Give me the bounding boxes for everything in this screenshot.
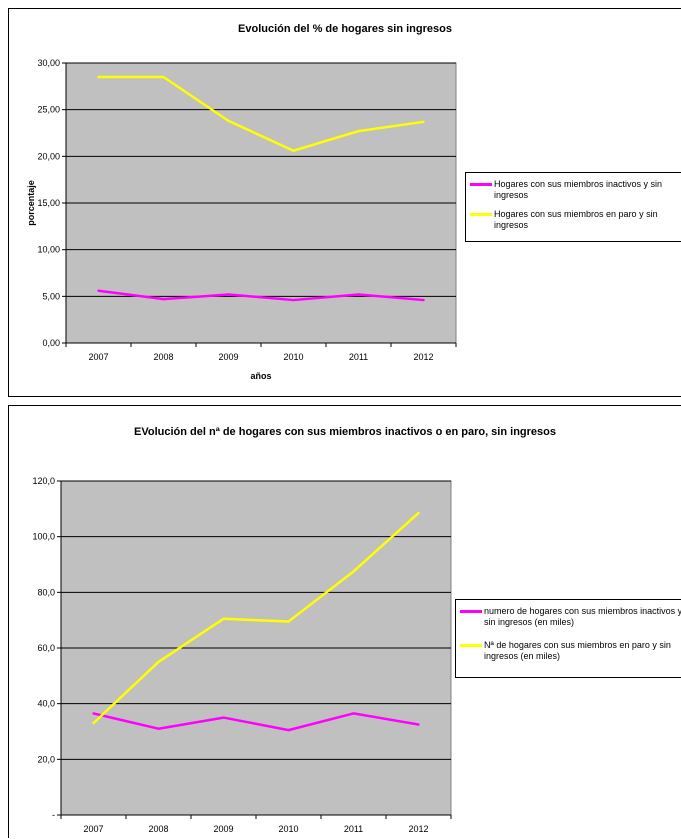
y-tick-label: 20,0 xyxy=(37,754,55,764)
y-tick-label: 20,00 xyxy=(37,151,60,161)
x-tick-label: 2010 xyxy=(283,352,303,362)
x-tick-label: 2008 xyxy=(148,824,168,834)
y-tick-label: 5,00 xyxy=(42,291,60,301)
data-point xyxy=(352,712,355,715)
x-tick-label: 2012 xyxy=(408,824,428,834)
y-tick-label: 10,00 xyxy=(37,245,60,255)
x-tick-label: 2007 xyxy=(88,352,108,362)
y-tick-label: 100,0 xyxy=(32,532,55,542)
data-point xyxy=(92,721,95,725)
legend-label: Hogares con sus miembros en paro y sin i… xyxy=(494,209,658,230)
x-tick-label: 2012 xyxy=(413,352,433,362)
x-tick-label: 2011 xyxy=(349,352,368,362)
chart-1-svg: 0,00 5,00 10,00 15,00 20,00 25,00 30,00 2007 200… xyxy=(26,58,457,381)
chart-1-legend: Hogares con sus miembros inactivos y sin… xyxy=(465,172,681,242)
chart-1-title: Evolución del % de hogares sin ingresos xyxy=(238,23,452,35)
y-tick-label: 0,00 xyxy=(42,338,60,348)
data-point xyxy=(287,620,290,623)
legend-swatch-magenta xyxy=(470,183,492,186)
x-tick-label: 2007 xyxy=(83,824,103,834)
series-line-2 xyxy=(98,75,424,152)
data-point xyxy=(417,511,420,515)
data-point xyxy=(157,727,160,730)
x-tick-label: 2010 xyxy=(278,824,298,834)
legend-swatch-yellow xyxy=(460,644,482,647)
data-point xyxy=(227,119,230,123)
data-point xyxy=(92,712,95,715)
series-line-1 xyxy=(93,712,419,732)
data-point xyxy=(357,129,360,133)
x-tick-label: 2008 xyxy=(153,352,173,362)
data-point xyxy=(97,75,100,79)
chart-2-svg: - 20,0 40,0 60,0 80,0 100,0 120,0 2007 2008 2009 2… xyxy=(32,476,452,834)
legend-label: numero de hogares con sus miembros inact… xyxy=(484,606,681,627)
y-tick-label: 40,0 xyxy=(37,699,55,709)
x-tick-label: 2009 xyxy=(218,352,238,362)
data-point xyxy=(422,298,425,302)
data-point xyxy=(357,293,360,296)
y-tick-label: 30,00 xyxy=(37,58,60,68)
chart-2-frame: EVolución del nª de hogares con sus miem… xyxy=(8,405,681,838)
data-point xyxy=(292,149,295,152)
chart-2-legend: numero de hogares con sus miembros inact… xyxy=(455,599,681,678)
series-line-2 xyxy=(92,512,420,725)
data-point xyxy=(287,728,290,732)
series-line-1 xyxy=(98,289,424,302)
legend-label: Nª de hogares con sus miembros en paro y… xyxy=(484,640,671,661)
legend-label: Hogares con sus miembros inactivos y sin… xyxy=(494,179,663,200)
chart-2-title: EVolución del nª de hogares con sus miem… xyxy=(134,426,556,438)
y-tick-label: 15,00 xyxy=(37,198,60,208)
data-point xyxy=(292,298,295,302)
y-axis-title: porcentaje xyxy=(26,180,36,226)
data-point xyxy=(417,723,420,726)
data-point xyxy=(352,570,355,573)
legend-swatch-yellow xyxy=(470,213,492,216)
data-point xyxy=(222,716,225,719)
y-tick-label: 120,0 xyxy=(32,476,55,486)
data-point xyxy=(162,75,165,79)
y-tick-label: 25,00 xyxy=(37,105,60,115)
x-tick-label: 2009 xyxy=(213,824,233,834)
data-point xyxy=(162,297,165,301)
data-point xyxy=(227,293,230,296)
y-tick-label: 60,0 xyxy=(37,643,55,653)
legend-swatch-magenta xyxy=(460,610,482,613)
chart-1-frame: Evolución del % de hogares sin ingresos … xyxy=(8,8,681,397)
x-axis-title: años xyxy=(250,371,271,381)
data-point xyxy=(97,289,100,292)
data-point xyxy=(222,617,225,620)
x-tick-label: 2011 xyxy=(344,824,363,834)
y-tick-label: 80,0 xyxy=(37,587,55,597)
data-point xyxy=(157,660,160,664)
y-tick-label: - xyxy=(52,810,55,820)
data-point xyxy=(422,120,425,124)
